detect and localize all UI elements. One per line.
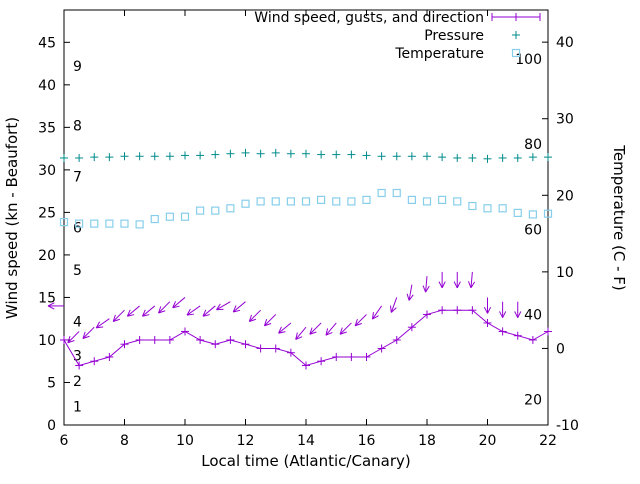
pressure-series [60, 149, 552, 163]
svg-text:Wind speed, gusts, and directi: Wind speed, gusts, and direction [254, 10, 484, 26]
svg-text:0: 0 [47, 418, 56, 434]
svg-text:60: 60 [524, 222, 542, 238]
svg-text:18: 18 [418, 433, 436, 449]
svg-text:10: 10 [176, 433, 194, 449]
svg-text:8: 8 [73, 119, 82, 135]
temperature-series [61, 189, 552, 227]
svg-text:0: 0 [556, 341, 565, 357]
svg-text:2: 2 [73, 374, 82, 390]
svg-text:20: 20 [38, 248, 56, 264]
svg-text:20: 20 [479, 433, 497, 449]
svg-text:-10: -10 [556, 418, 579, 434]
svg-text:Temperature: Temperature [394, 46, 484, 62]
svg-text:4: 4 [73, 314, 82, 330]
y-right-axis-label: Temperature (C - F) [610, 144, 628, 291]
wind-speed-series [60, 306, 552, 369]
svg-text:20: 20 [556, 188, 574, 204]
svg-text:25: 25 [38, 205, 56, 221]
svg-text:5: 5 [47, 375, 56, 391]
svg-text:1: 1 [73, 399, 82, 415]
y-left-axis-label: Wind speed (kn - Beaufort) [3, 117, 21, 319]
svg-text:40: 40 [524, 307, 542, 323]
svg-text:12: 12 [237, 433, 255, 449]
x-axis-label: Local time (Atlantic/Canary) [201, 452, 411, 470]
svg-text:Pressure: Pressure [424, 28, 484, 44]
svg-text:45: 45 [38, 35, 56, 51]
svg-text:22: 22 [539, 433, 557, 449]
svg-text:40: 40 [38, 78, 56, 94]
svg-text:30: 30 [556, 112, 574, 128]
svg-text:80: 80 [524, 137, 542, 153]
svg-text:16: 16 [358, 433, 376, 449]
svg-text:Local time (Atlantic/Canary): Local time (Atlantic/Canary) [201, 452, 411, 470]
svg-text:Temperature (C - F): Temperature (C - F) [610, 144, 628, 291]
svg-text:20: 20 [524, 392, 542, 408]
legend: Wind speed, gusts, and direction Pressure… [254, 10, 540, 62]
svg-text:8: 8 [120, 433, 129, 449]
svg-text:40: 40 [556, 35, 574, 51]
svg-text:7: 7 [73, 170, 82, 186]
svg-text:30: 30 [38, 163, 56, 179]
svg-text:14: 14 [297, 433, 315, 449]
svg-text:9: 9 [73, 59, 82, 75]
gust-arrows-series [48, 272, 521, 343]
svg-text:5: 5 [73, 263, 82, 279]
svg-text:35: 35 [38, 120, 56, 136]
svg-text:6: 6 [73, 221, 82, 237]
y-left-axis-ticks: 0 5 10 15 20 25 30 35 40 45 [38, 35, 70, 434]
svg-text:6: 6 [60, 433, 69, 449]
svg-text:Wind speed (kn - Beaufort): Wind speed (kn - Beaufort) [3, 117, 21, 319]
svg-text:10: 10 [38, 333, 56, 349]
svg-text:10: 10 [556, 265, 574, 281]
svg-text:15: 15 [38, 290, 56, 306]
